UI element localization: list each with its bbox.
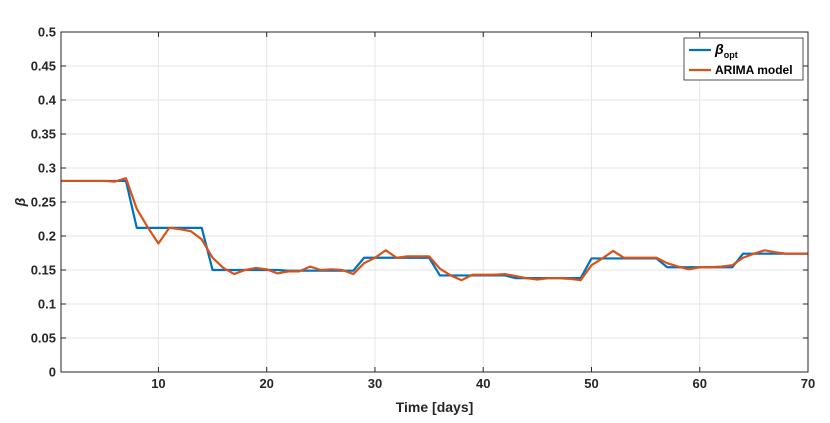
y-axis-title: β (12, 197, 28, 207)
y-tick-label: 0.5 (38, 25, 56, 40)
legend-box (683, 37, 804, 81)
y-tick-label: 0.4 (38, 93, 57, 108)
x-tick-label: 10 (151, 376, 165, 391)
x-tick-label: 50 (584, 376, 598, 391)
legend-beta-symbol: β (714, 41, 724, 57)
y-tick-label: 0.3 (38, 161, 56, 176)
x-tick-label: 30 (368, 376, 382, 391)
y-tick-label: 0 (49, 365, 56, 380)
x-axis-title: Time [days] (396, 399, 474, 415)
legend: βopt ARIMA model (683, 37, 804, 81)
series-lines (61, 177, 808, 282)
x-tick-label: 70 (801, 376, 815, 391)
x-tick-label: 20 (259, 376, 273, 391)
y-tick-label: 0.2 (38, 229, 56, 244)
legend-beta-subscript: opt (724, 50, 738, 60)
y-tick-label: 0.05 (31, 331, 56, 346)
axis-ticks: 10 20 30 40 50 60 70 0 0.05 0.1 0.15 0.2 0.25 0.3 0.35… (31, 25, 816, 392)
x-tick-label: 40 (476, 376, 490, 391)
y-tick-label: 0.25 (31, 195, 56, 210)
y-tick-label: 0.1 (38, 297, 56, 312)
legend-label-arima: ARIMA model (715, 63, 793, 77)
y-tick-label: 0.35 (31, 127, 56, 142)
legend-label-beta-opt: βopt (714, 41, 738, 60)
x-tick-label: 60 (693, 376, 707, 391)
y-tick-label: 0.45 (31, 59, 56, 74)
series-arima-line (61, 177, 808, 282)
y-tick-label: 0.15 (31, 263, 56, 278)
